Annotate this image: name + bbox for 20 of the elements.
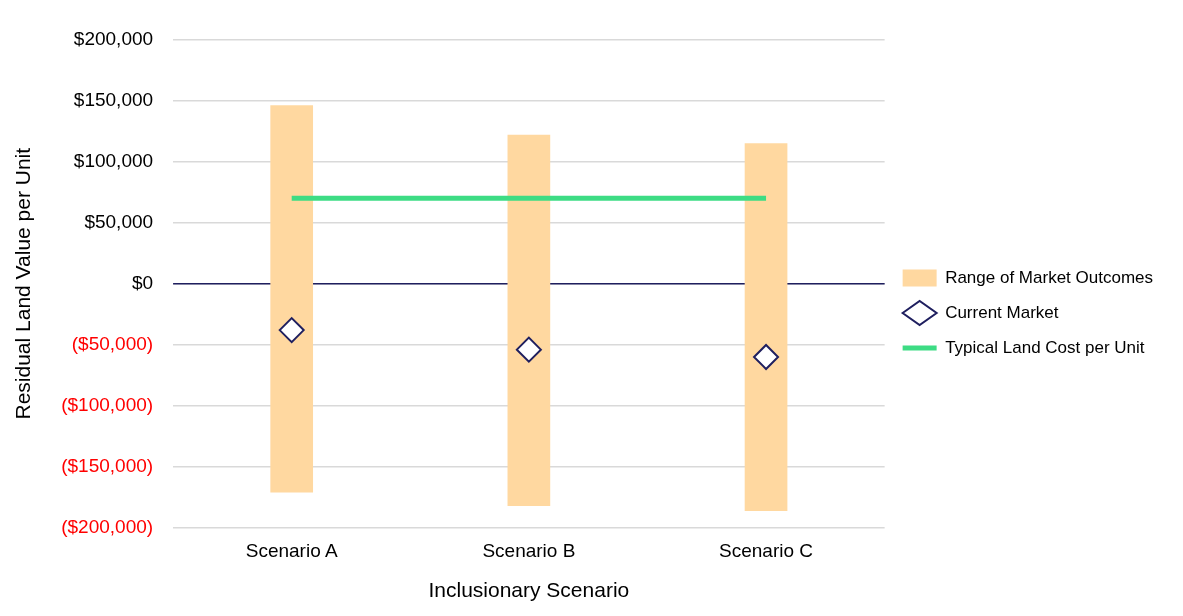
legend-label: Typical Land Cost per Unit: [945, 337, 1145, 357]
y-tick-label: $0: [131, 271, 154, 293]
y-tick-label: $100,000: [73, 149, 154, 171]
y-tick-label: ($150,000): [61, 455, 154, 477]
y-tick-label: $50,000: [84, 210, 154, 232]
x-tick-label: Scenario B: [482, 539, 576, 561]
legend-label: Current Market: [945, 302, 1059, 322]
y-tick-label: $200,000: [73, 27, 154, 49]
legend-label: Range of Market Outcomes: [945, 267, 1154, 287]
x-tick-label: Scenario A: [245, 539, 338, 561]
x-tick-label: Scenario C: [719, 539, 814, 561]
y-tick-label: ($200,000): [61, 516, 154, 538]
bar: [270, 105, 314, 493]
y-tick-label: $150,000: [73, 88, 154, 110]
bar: [507, 134, 551, 507]
y-tick-label: ($100,000): [61, 394, 154, 416]
bar: [744, 143, 788, 511]
x-axis-title: Inclusionary Scenario: [428, 578, 630, 602]
y-axis-title: Residual Land Value per Unit: [11, 147, 35, 420]
y-tick-label: ($50,000): [71, 333, 154, 355]
